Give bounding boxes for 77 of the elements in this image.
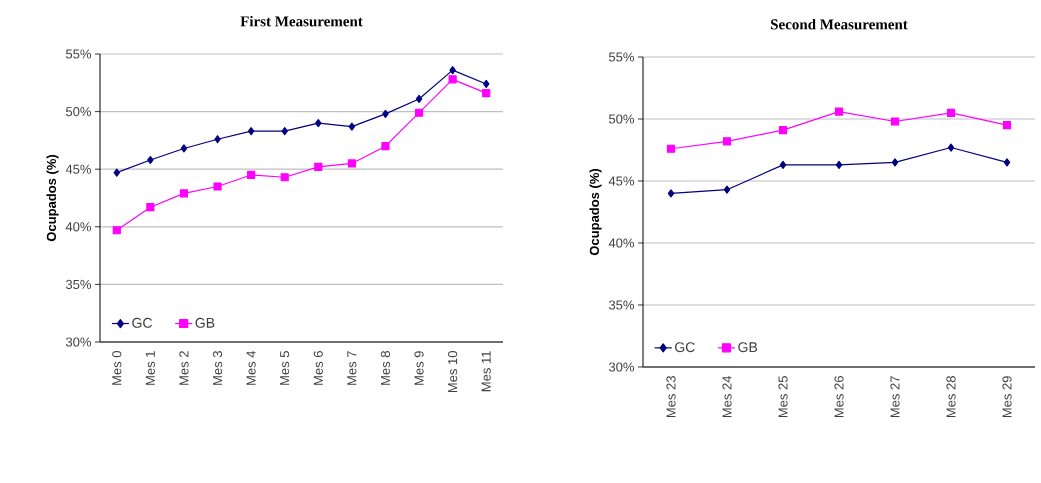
x-tick-label: Mes 9	[414, 351, 424, 385]
y-tick-label: 40%	[65, 222, 92, 232]
point	[146, 203, 155, 212]
point	[314, 162, 323, 171]
point	[382, 109, 389, 118]
point	[779, 160, 787, 169]
point	[834, 107, 844, 116]
y-tick-label: 45%	[65, 164, 92, 174]
point	[179, 189, 189, 198]
y-tick-label: 55%	[608, 52, 635, 62]
x-tick-label: Mes 8	[380, 351, 391, 385]
legend-label: GB	[738, 342, 758, 353]
point	[666, 144, 676, 153]
y-tick-label: 30%	[65, 337, 92, 347]
y-axis-title: Ocupados (%)	[46, 154, 59, 242]
x-tick-label: Mes 4	[246, 350, 256, 385]
x-tick-label: Mes 29	[1002, 376, 1012, 418]
point	[1003, 158, 1011, 167]
point	[449, 66, 456, 75]
legend-label: GB	[195, 317, 215, 328]
point	[1002, 121, 1012, 130]
y-tick-label: 30%	[608, 362, 635, 372]
y-tick-label: 35%	[65, 279, 92, 289]
x-tick-label: Mes 2	[179, 351, 189, 385]
y-tick-label: 45%	[608, 176, 635, 186]
point	[947, 143, 955, 152]
point	[113, 168, 121, 177]
legend-label: GC	[132, 317, 153, 328]
point	[180, 144, 188, 153]
point	[722, 137, 732, 146]
point	[482, 89, 491, 98]
y-tick-label: 35%	[608, 300, 635, 310]
point	[723, 185, 731, 194]
point	[247, 127, 255, 136]
chart-title: First Measurement	[240, 15, 363, 27]
point	[381, 142, 390, 151]
x-tick-label: Mes 0	[112, 351, 122, 385]
point	[414, 108, 424, 117]
chart-title: Second Measurement	[771, 18, 908, 30]
point	[348, 122, 356, 131]
point	[147, 155, 154, 165]
x-tick-label: Mes 25	[778, 376, 788, 418]
legend-label: GC	[675, 342, 695, 353]
point	[213, 182, 222, 191]
x-tick-label: Mes 7	[347, 351, 357, 385]
point	[415, 94, 423, 104]
x-tick-label: Mes 5	[280, 351, 290, 385]
x-tick-label: Mes 11	[481, 351, 491, 392]
x-tick-label: Mes 26	[834, 376, 844, 418]
x-tick-label: Mes 1	[145, 351, 155, 385]
x-tick-label: Mes 27	[890, 376, 900, 418]
point	[214, 135, 221, 144]
point	[890, 117, 900, 126]
y-axis-title: Ocupados (%)	[589, 168, 602, 256]
point	[667, 189, 675, 198]
x-tick-label: Mes 24	[722, 375, 732, 418]
y-tick-label: 40%	[608, 238, 635, 248]
y-tick-label: 50%	[608, 114, 635, 124]
point	[247, 170, 256, 180]
x-tick-label: Mes 6	[313, 351, 323, 385]
point	[946, 108, 956, 117]
x-tick-label: Mes 28	[946, 376, 956, 418]
point	[448, 75, 457, 84]
point	[347, 159, 356, 168]
x-tick-label: Mes 10	[448, 351, 458, 393]
point	[280, 173, 289, 182]
point	[778, 126, 788, 135]
x-tick-label: Mes 23	[666, 376, 676, 418]
point	[891, 158, 899, 167]
point	[315, 119, 322, 128]
point	[281, 127, 288, 136]
y-tick-label: 50%	[65, 106, 92, 117]
y-tick-label: 55%	[65, 49, 92, 59]
point	[482, 79, 490, 89]
x-tick-label: Mes 3	[212, 351, 223, 385]
point	[835, 160, 843, 169]
point	[112, 226, 121, 235]
